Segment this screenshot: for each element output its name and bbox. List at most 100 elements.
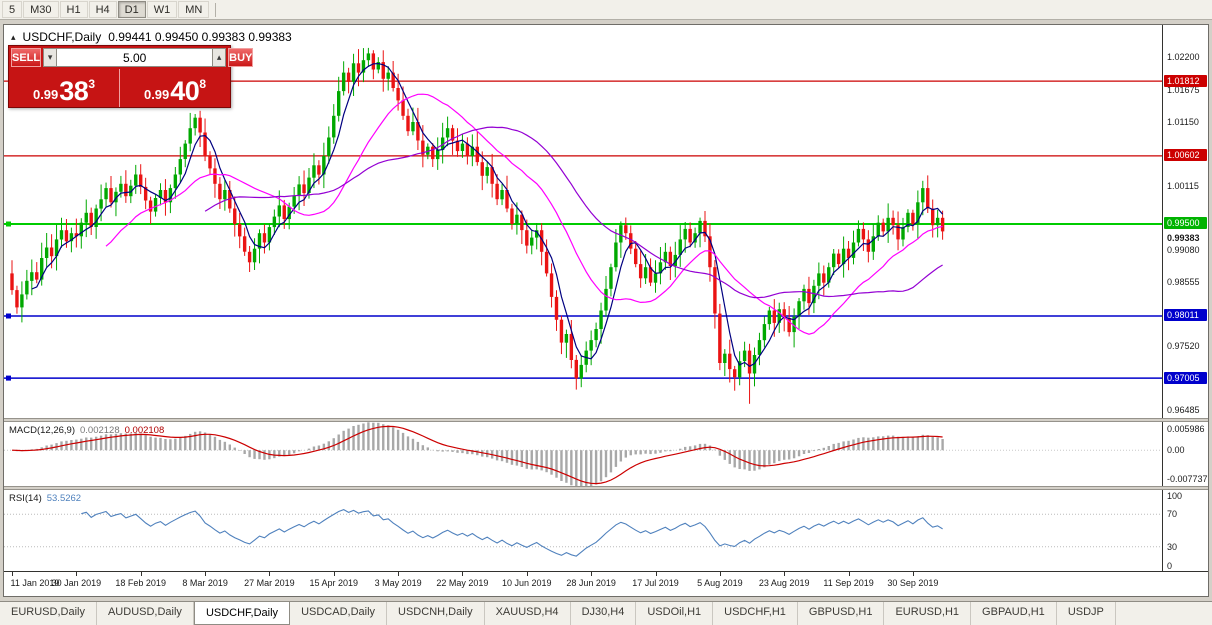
chart-ohlc-values: 0.99441 0.99450 0.99383 0.99383: [108, 30, 292, 44]
date-label: 10 Jun 2019: [502, 578, 552, 588]
date-label: 15 Apr 2019: [309, 578, 359, 588]
date-tick: [719, 572, 721, 576]
date-label: 30 Sep 2019: [887, 578, 939, 588]
macd-pane: MACD(12,26,9) 0.002128 0.002108: [4, 422, 1162, 486]
tab-usdchf-daily[interactable]: USDCHF,Daily: [193, 602, 291, 625]
rsi-label: RSI(14) 53.5262: [9, 493, 81, 504]
rsi-value: 53.5262: [46, 493, 82, 504]
price-pane-svg[interactable]: [4, 25, 1162, 418]
volume-input[interactable]: [57, 48, 213, 67]
macd-axis-label: 0.005986: [1167, 424, 1205, 434]
macd-signal-value: 0.002108: [124, 425, 165, 436]
timeframe-button-5[interactable]: 5: [2, 1, 23, 18]
timeframe-button-d1[interactable]: D1: [117, 1, 146, 18]
price-axis-badge: 0.98011: [1164, 309, 1207, 322]
timeframe-button-h4[interactable]: H4: [88, 1, 117, 18]
date-tick: [912, 572, 914, 576]
date-axis: 11 Jan 2019 30 Jan 2019 18 Feb 2019 8 Mar 2…: [4, 571, 1208, 596]
macd-name: MACD(12,26,9): [9, 425, 75, 436]
tab-eurusd-h1[interactable]: EURUSD,H1: [884, 602, 972, 625]
sell-price[interactable]: 0.99 38 3: [9, 69, 119, 107]
macd-pane-svg[interactable]: [4, 422, 1162, 486]
date-label: 18 Feb 2019: [115, 578, 166, 588]
date-label: 17 Jul 2019: [632, 578, 679, 588]
date-label: 3 May 2019: [374, 578, 422, 588]
price-axis-label: 0.96485: [1167, 405, 1200, 416]
chart-title: ▴ USDCHF,Daily 0.99441 0.99450 0.99383 0…: [11, 30, 292, 44]
price-axis-badge: 1.00602: [1164, 149, 1207, 162]
chart-symbol-label: USDCHF,Daily: [22, 30, 102, 44]
tab-usdcnh-daily[interactable]: USDCNH,Daily: [387, 602, 485, 625]
volume-decrease-icon[interactable]: ▾: [43, 48, 58, 67]
current-price-label: 0.99383: [1167, 233, 1200, 244]
price-axis-label: 0.97520: [1167, 341, 1200, 352]
price-axis-label: 1.01150: [1167, 117, 1199, 127]
price-axis-label: 0.99080: [1167, 244, 1200, 255]
date-tick: [398, 572, 400, 576]
date-label: 22 May 2019: [436, 578, 489, 588]
tab-usdoil-h1[interactable]: USDOil,H1: [636, 602, 714, 625]
tab-usdjp[interactable]: USDJP: [1057, 602, 1116, 625]
tab-usdcad-daily[interactable]: USDCAD,Daily: [290, 602, 388, 625]
sell-price-big: 38: [59, 76, 89, 106]
sell-price-prefix: 0.99: [32, 87, 59, 102]
timeframe-button-w1[interactable]: W1: [146, 1, 178, 18]
sell-button[interactable]: SELL: [11, 48, 42, 67]
chart-window: ▴ USDCHF,Daily 0.99441 0.99450 0.99383 0…: [3, 24, 1209, 597]
timeframe-button-h1[interactable]: H1: [59, 1, 88, 18]
price-axis: 1.02200 1.01675 1.01150 1.00115 0.99080 0.985…: [1162, 25, 1208, 571]
volume-increase-icon[interactable]: ▴: [212, 48, 227, 67]
timeframe-button-mn[interactable]: MN: [178, 1, 210, 18]
sell-price-pip: 3: [88, 77, 96, 91]
price-axis-badge: 0.97005: [1164, 371, 1207, 384]
date-tick: [205, 572, 207, 576]
date-label: 11 Sep 2019: [823, 578, 874, 588]
date-label: 11 Jan 2019: [10, 578, 60, 588]
price-axis-badge: 1.01812: [1164, 74, 1207, 87]
macd-axis-label: -0.007737: [1167, 474, 1208, 484]
date-tick: [526, 572, 528, 576]
buy-price-prefix: 0.99: [143, 87, 170, 102]
tab-xauusd-h4[interactable]: XAUUSD,H4: [485, 602, 571, 625]
rsi-axis-label: 70: [1167, 509, 1178, 520]
buy-price[interactable]: 0.99 40 8: [119, 69, 230, 107]
rsi-axis-label: 30: [1167, 541, 1178, 552]
date-tick: [784, 572, 786, 576]
pane-splitter[interactable]: [4, 486, 1208, 490]
tab-gbpaud-h1[interactable]: GBPAUD,H1: [971, 602, 1057, 625]
buy-price-big: 40: [170, 76, 200, 106]
volume-control: ▾ ▴: [43, 48, 227, 67]
rsi-pane: RSI(14) 53.5262: [4, 490, 1162, 571]
tab-eurusd-daily[interactable]: EURUSD,Daily: [0, 602, 97, 625]
chart-tabs: EURUSD,Daily AUDUSD,Daily USDCHF,Daily USDC…: [0, 601, 1212, 625]
rsi-axis-label: 100: [1167, 491, 1183, 501]
date-tick: [76, 572, 78, 576]
date-label: 30 Jan 2019: [51, 578, 102, 588]
tab-dj30-h4[interactable]: DJ30,H4: [571, 602, 637, 625]
pane-splitter[interactable]: [4, 418, 1208, 422]
price-axis-label: 1.00115: [1167, 180, 1199, 191]
macd-axis-label: 0.00: [1167, 445, 1185, 456]
date-label: 5 Aug 2019: [697, 578, 743, 588]
date-label: 23 Aug 2019: [758, 578, 810, 588]
date-tick: [12, 572, 13, 576]
tab-audusd-daily[interactable]: AUDUSD,Daily: [97, 602, 194, 625]
rsi-pane-svg[interactable]: [4, 490, 1162, 571]
date-tick: [591, 572, 593, 576]
date-tick: [848, 572, 850, 576]
price-axis-label: 1.02200: [1167, 52, 1200, 63]
macd-main-value: 0.002128: [80, 425, 120, 436]
tab-usdchf-h1[interactable]: USDCHF,H1: [713, 602, 798, 625]
buy-button[interactable]: BUY: [228, 48, 254, 67]
date-label: 8 Mar 2019: [182, 578, 228, 588]
date-tick: [269, 572, 271, 576]
tab-gbpusd-h1[interactable]: GBPUSD,H1: [798, 602, 885, 625]
price-axis-label: 1.01675: [1167, 84, 1200, 95]
price-axis-badge: 0.99500: [1164, 217, 1207, 230]
timeframe-button-m30[interactable]: M30: [23, 1, 59, 18]
date-label: 28 Jun 2019: [566, 578, 616, 588]
date-tick: [140, 572, 142, 576]
price-axis-label: 0.98555: [1167, 277, 1200, 288]
date-tick: [655, 572, 657, 576]
